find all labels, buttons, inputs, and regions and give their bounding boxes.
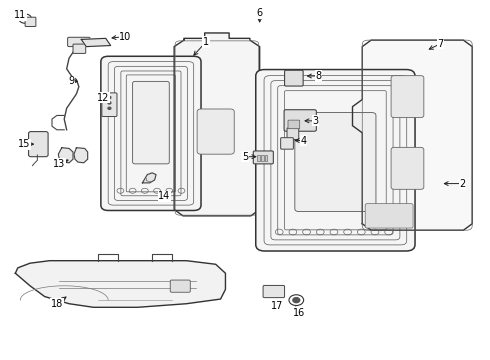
Circle shape <box>108 107 111 109</box>
Text: 7: 7 <box>437 39 443 49</box>
FancyBboxPatch shape <box>265 155 268 161</box>
FancyBboxPatch shape <box>73 44 86 53</box>
FancyBboxPatch shape <box>253 151 273 164</box>
Text: 5: 5 <box>242 152 248 162</box>
FancyBboxPatch shape <box>295 113 376 212</box>
Text: 16: 16 <box>293 308 305 318</box>
Circle shape <box>108 102 111 104</box>
Polygon shape <box>143 173 156 183</box>
Text: 11: 11 <box>14 10 26 20</box>
FancyBboxPatch shape <box>365 204 413 228</box>
FancyBboxPatch shape <box>68 37 90 46</box>
FancyBboxPatch shape <box>25 17 36 27</box>
Text: 17: 17 <box>270 301 283 311</box>
Text: 6: 6 <box>257 8 263 18</box>
FancyBboxPatch shape <box>133 81 169 164</box>
Polygon shape <box>81 39 111 46</box>
Polygon shape <box>352 40 472 230</box>
Circle shape <box>108 96 111 99</box>
Text: 2: 2 <box>459 179 466 189</box>
FancyBboxPatch shape <box>197 109 234 154</box>
FancyBboxPatch shape <box>261 155 264 161</box>
Text: 1: 1 <box>203 37 209 47</box>
Text: 18: 18 <box>51 299 63 309</box>
Polygon shape <box>15 261 225 307</box>
Text: 15: 15 <box>18 139 30 149</box>
Text: 13: 13 <box>53 159 66 169</box>
Text: 12: 12 <box>97 93 109 103</box>
Polygon shape <box>174 33 260 216</box>
FancyBboxPatch shape <box>281 138 294 149</box>
FancyBboxPatch shape <box>287 128 299 139</box>
FancyBboxPatch shape <box>288 120 300 129</box>
FancyBboxPatch shape <box>284 110 317 131</box>
FancyBboxPatch shape <box>391 76 424 118</box>
Polygon shape <box>58 148 73 163</box>
Text: 14: 14 <box>158 191 171 201</box>
Text: 9: 9 <box>69 76 74 86</box>
FancyBboxPatch shape <box>288 73 299 83</box>
FancyBboxPatch shape <box>285 70 303 86</box>
FancyBboxPatch shape <box>391 147 424 189</box>
Text: 4: 4 <box>300 136 307 145</box>
Text: 10: 10 <box>119 32 131 41</box>
Circle shape <box>293 298 300 303</box>
FancyBboxPatch shape <box>28 132 48 157</box>
Polygon shape <box>74 148 88 163</box>
FancyBboxPatch shape <box>257 155 260 161</box>
FancyBboxPatch shape <box>170 280 190 292</box>
FancyBboxPatch shape <box>101 56 201 211</box>
FancyBboxPatch shape <box>263 285 285 298</box>
Text: 3: 3 <box>313 116 319 126</box>
FancyBboxPatch shape <box>102 93 117 117</box>
FancyBboxPatch shape <box>256 69 415 251</box>
Text: 8: 8 <box>315 71 321 81</box>
